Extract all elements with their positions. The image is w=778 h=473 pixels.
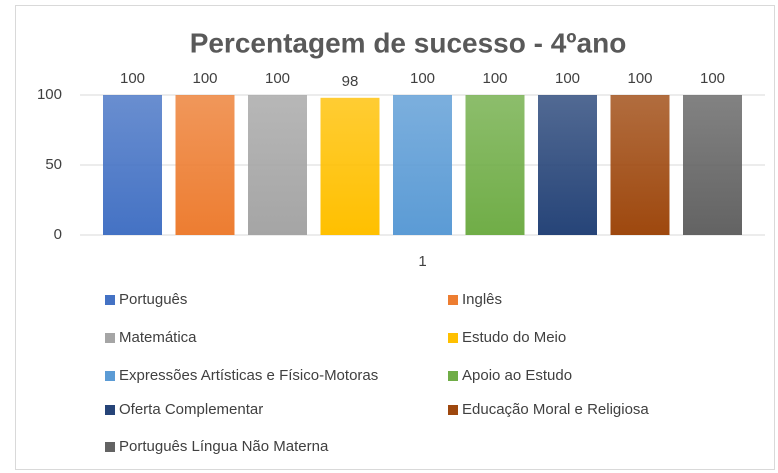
legend-swatch bbox=[448, 371, 458, 381]
legend-swatch bbox=[448, 333, 458, 343]
bar bbox=[248, 95, 307, 235]
legend-label: Expressões Artísticas e Físico-Motoras bbox=[119, 367, 378, 384]
legend-label: Português bbox=[119, 291, 187, 308]
legend-swatch bbox=[105, 442, 115, 452]
data-label: 100 bbox=[192, 70, 217, 87]
y-tick-label: 100 bbox=[37, 86, 62, 103]
x-tick-label: 1 bbox=[418, 253, 426, 270]
bar bbox=[103, 95, 162, 235]
legend-swatch bbox=[448, 405, 458, 415]
bar bbox=[393, 95, 452, 235]
legend-label: Educação Moral e Religiosa bbox=[462, 401, 649, 418]
bar bbox=[538, 95, 597, 235]
y-tick-label: 50 bbox=[45, 156, 62, 173]
legend-swatch bbox=[448, 295, 458, 305]
legend-label: Apoio ao Estudo bbox=[462, 367, 572, 384]
data-label: 100 bbox=[482, 70, 507, 87]
legend-swatch bbox=[105, 333, 115, 343]
legend-label: Estudo do Meio bbox=[462, 329, 566, 346]
bar bbox=[175, 95, 235, 235]
bar bbox=[610, 95, 670, 235]
bar bbox=[683, 95, 742, 235]
data-label: 100 bbox=[700, 70, 725, 87]
y-tick-label: 0 bbox=[54, 226, 62, 243]
data-label: 100 bbox=[555, 70, 580, 87]
data-label: 100 bbox=[120, 70, 145, 87]
data-label: 100 bbox=[627, 70, 652, 87]
data-label: 100 bbox=[410, 70, 435, 87]
legend-swatch bbox=[105, 371, 115, 381]
legend-label: Oferta Complementar bbox=[119, 401, 263, 418]
bar bbox=[465, 95, 525, 235]
chart-title: Percentagem de sucesso - 4ºano bbox=[190, 27, 627, 58]
bar bbox=[320, 97, 380, 235]
legend-label: Inglês bbox=[462, 291, 502, 308]
data-label: 98 bbox=[342, 73, 359, 90]
legend-label: Matemática bbox=[119, 329, 197, 346]
legend-swatch bbox=[105, 295, 115, 305]
chart-border bbox=[15, 5, 775, 470]
legend-label: Português Língua Não Materna bbox=[119, 438, 329, 455]
legend-swatch bbox=[105, 405, 115, 415]
data-label: 100 bbox=[265, 70, 290, 87]
